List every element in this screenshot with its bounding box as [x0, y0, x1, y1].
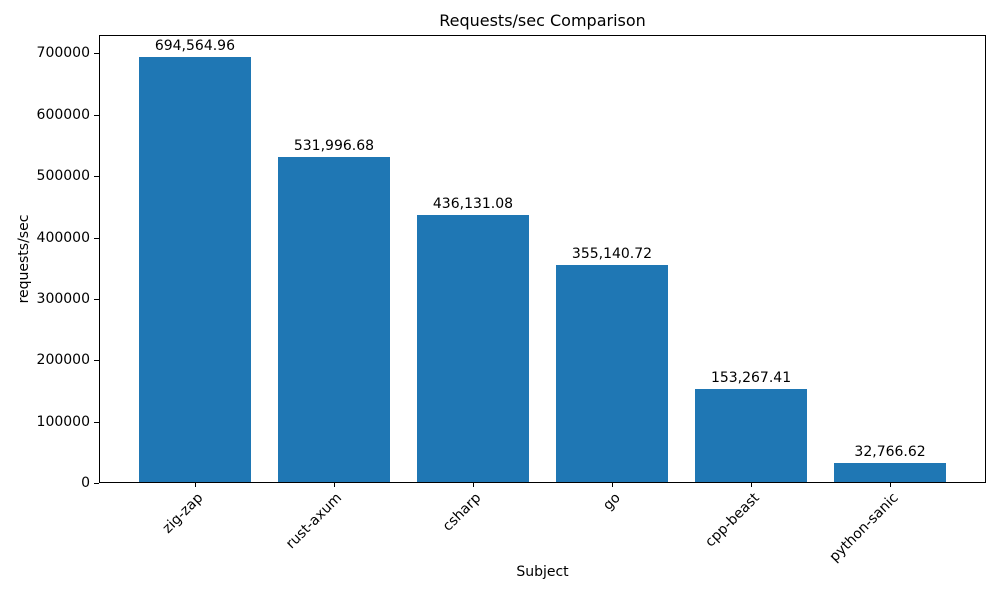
bar-value-label: 531,996.68 — [293, 137, 375, 154]
bar — [556, 265, 668, 483]
y-axis-label: requests/sec — [16, 214, 32, 304]
y-tick-label: 600000 — [36, 106, 90, 123]
x-tick-mark — [472, 483, 474, 487]
y-tick-mark — [94, 483, 99, 484]
x-tick-label: rust-axum — [283, 490, 346, 553]
y-tick-mark — [94, 53, 99, 55]
x-tick-mark — [194, 483, 196, 487]
y-tick-mark — [94, 114, 99, 116]
y-tick-label: 100000 — [36, 413, 90, 430]
bar-value-label: 32,766.62 — [854, 443, 926, 460]
bar-value-label: 436,131.08 — [432, 196, 514, 213]
x-tick-mark — [333, 483, 335, 487]
bar — [834, 462, 946, 483]
x-tick-label: csharp — [439, 490, 485, 535]
x-tick-label: zig-zap — [159, 490, 207, 537]
x-tick-mark — [890, 483, 892, 487]
x-axis-label: Subject — [516, 564, 569, 580]
y-tick-label: 500000 — [36, 168, 90, 185]
y-tick-label: 400000 — [36, 229, 90, 246]
bar-value-label: 153,267.41 — [710, 369, 792, 386]
x-tick-label: go — [599, 490, 624, 514]
x-tick-label: python-sanic — [826, 490, 902, 566]
bar-value-label: 694,564.96 — [154, 37, 236, 54]
y-tick-mark — [94, 421, 99, 423]
bar-value-label: 355,140.72 — [571, 246, 653, 263]
y-tick-label: 300000 — [36, 290, 90, 307]
y-tick-label: 200000 — [36, 352, 90, 369]
y-tick-mark — [94, 360, 99, 362]
x-tick-label: cpp-beast — [701, 490, 763, 551]
bar — [139, 56, 251, 483]
y-tick-label: 0 — [81, 475, 90, 491]
bar — [417, 215, 529, 483]
y-tick-mark — [94, 237, 99, 239]
y-tick-mark — [94, 176, 99, 178]
x-tick-mark — [612, 483, 613, 487]
y-tick-label: 700000 — [36, 45, 90, 62]
x-tick-mark — [751, 483, 753, 487]
y-tick-mark — [94, 298, 99, 300]
bar — [695, 388, 807, 483]
bar — [278, 156, 390, 483]
chart-title: Requests/sec Comparison — [439, 11, 646, 30]
